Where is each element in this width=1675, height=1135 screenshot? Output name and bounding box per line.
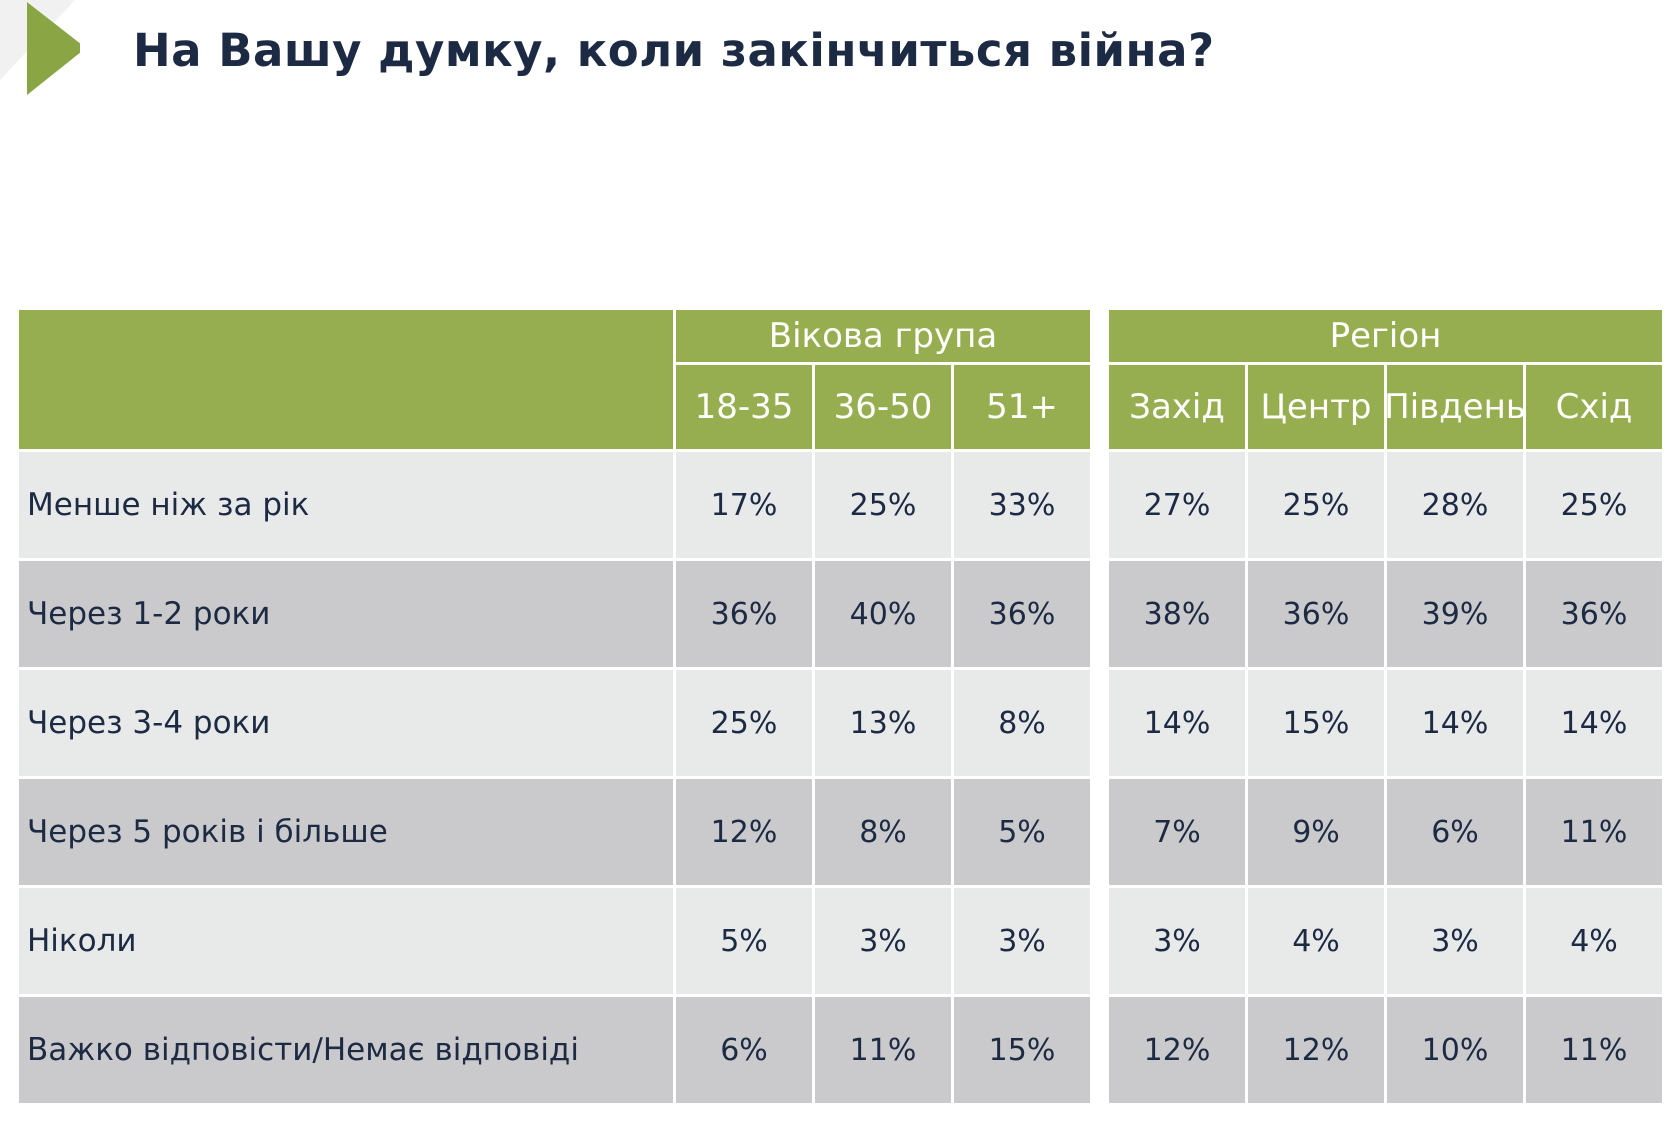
column-header: 18-35 xyxy=(676,365,812,449)
header-corner xyxy=(19,310,673,449)
column-header: Центр xyxy=(1248,365,1384,449)
data-cell: 14% xyxy=(1526,670,1662,776)
data-cell: 36% xyxy=(1248,561,1384,667)
row-label: Ніколи xyxy=(19,888,673,994)
column-header: Схід xyxy=(1526,365,1662,449)
data-cell: 36% xyxy=(1526,561,1662,667)
data-cell: 10% xyxy=(1387,997,1523,1103)
data-cell: 14% xyxy=(1109,670,1245,776)
data-cell: 11% xyxy=(1526,997,1662,1103)
row-label: Через 1-2 роки xyxy=(19,561,673,667)
data-cell: 25% xyxy=(1248,452,1384,558)
data-cell: 25% xyxy=(815,452,951,558)
column-header: Захід xyxy=(1109,365,1245,449)
survey-table: Вікова група 18-35 36-50 51+ Регіон Захід Цент… xyxy=(19,310,1662,1103)
data-cell: 6% xyxy=(676,997,812,1103)
data-cell: 11% xyxy=(815,997,951,1103)
data-cell: 6% xyxy=(1387,779,1523,885)
data-cell: 8% xyxy=(954,670,1090,776)
data-cell: 28% xyxy=(1387,452,1523,558)
data-cell: 9% xyxy=(1248,779,1384,885)
data-cell: 11% xyxy=(1526,779,1662,885)
column-group-header: Вікова група xyxy=(676,310,1090,362)
play-arrow-icon xyxy=(0,0,80,95)
column-header: 36-50 xyxy=(815,365,951,449)
data-cell: 5% xyxy=(676,888,812,994)
data-cell: 12% xyxy=(1248,997,1384,1103)
data-cell: 7% xyxy=(1109,779,1245,885)
data-cell: 15% xyxy=(954,997,1090,1103)
data-cell: 3% xyxy=(1109,888,1245,994)
data-cell: 25% xyxy=(1526,452,1662,558)
data-cell: 4% xyxy=(1526,888,1662,994)
data-cell: 12% xyxy=(676,779,812,885)
row-label: Менше ніж за рік xyxy=(19,452,673,558)
data-cell: 15% xyxy=(1248,670,1384,776)
data-cell: 33% xyxy=(954,452,1090,558)
column-header: Південь xyxy=(1387,365,1523,449)
data-cell: 5% xyxy=(954,779,1090,885)
data-cell: 13% xyxy=(815,670,951,776)
data-cell: 3% xyxy=(954,888,1090,994)
data-cell: 17% xyxy=(676,452,812,558)
row-label: Через 3-4 роки xyxy=(19,670,673,776)
data-cell: 3% xyxy=(1387,888,1523,994)
row-label: Важко відповісти/Немає відповіді xyxy=(19,997,673,1103)
data-cell: 8% xyxy=(815,779,951,885)
column-group-header: Регіон xyxy=(1109,310,1662,362)
data-cell: 12% xyxy=(1109,997,1245,1103)
data-cell: 27% xyxy=(1109,452,1245,558)
page-title: На Вашу думку, коли закінчиться війна? xyxy=(133,24,1215,77)
data-cell: 38% xyxy=(1109,561,1245,667)
row-label: Через 5 років і більше xyxy=(19,779,673,885)
data-cell: 3% xyxy=(815,888,951,994)
data-cell: 14% xyxy=(1387,670,1523,776)
data-cell: 36% xyxy=(676,561,812,667)
column-header: 51+ xyxy=(954,365,1090,449)
data-cell: 36% xyxy=(954,561,1090,667)
data-cell: 25% xyxy=(676,670,812,776)
data-cell: 39% xyxy=(1387,561,1523,667)
data-cell: 40% xyxy=(815,561,951,667)
data-cell: 4% xyxy=(1248,888,1384,994)
